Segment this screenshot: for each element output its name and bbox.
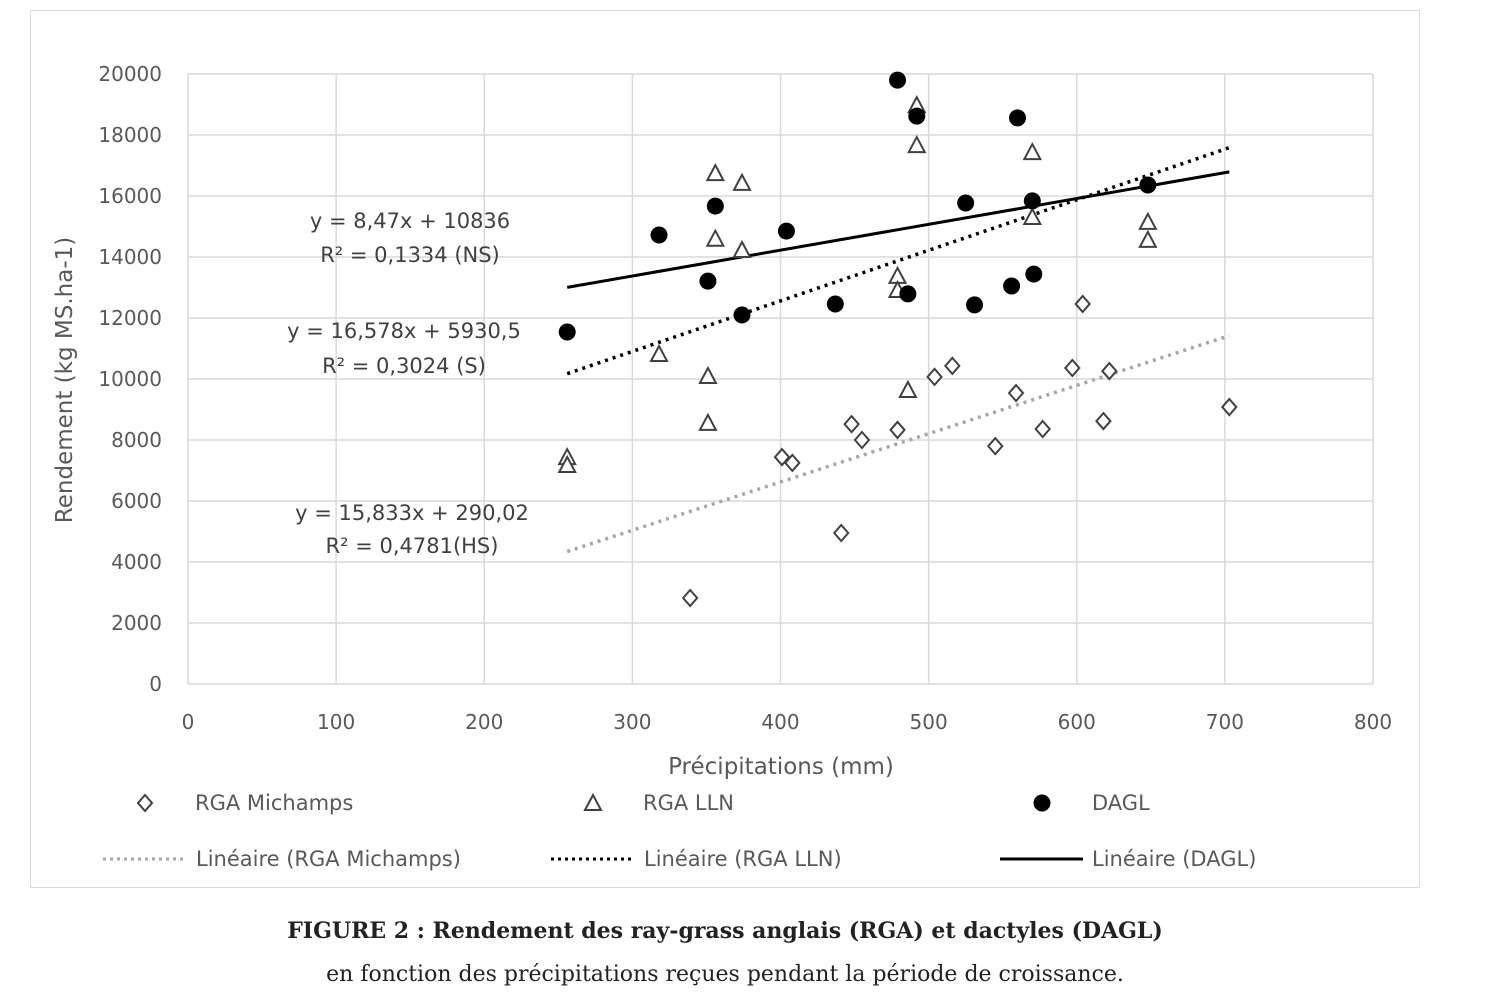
rga-michamps-point	[1034, 419, 1052, 439]
rga-michamps-point	[853, 430, 871, 450]
x-tick-label: 800	[1354, 710, 1392, 734]
rga-michamps-point	[986, 436, 1004, 456]
rga-michamps-point	[1101, 361, 1118, 381]
rga-michamps-point	[843, 414, 860, 434]
y-tick-label: 8000	[111, 428, 162, 452]
trendline-equation: y = 8,47x + 10836	[310, 209, 510, 233]
trendline-r2: R² = 0,3024 (S)	[322, 354, 486, 378]
rga-lln-point	[698, 365, 718, 384]
dagl-point	[699, 272, 717, 290]
trendline-0	[566, 334, 1230, 554]
dagl-point	[1033, 794, 1051, 812]
rga-lln-point	[649, 343, 669, 362]
x-tick-label: 300	[613, 710, 651, 734]
chart-frame	[30, 10, 1420, 888]
dagl-point	[1139, 176, 1157, 194]
trendline-r2: R² = 0,1334 (NS)	[320, 243, 500, 267]
y-axis-label: Rendement (kg MS.ha-1)	[52, 237, 78, 523]
x-tick-label: 0	[182, 710, 195, 734]
trendline-equation: y = 15,833x + 290,02	[295, 501, 529, 525]
y-tick-label: 12000	[98, 306, 162, 330]
rga-lln-point	[1022, 141, 1042, 161]
rga-michamps-point	[1063, 358, 1081, 378]
y-tick-label: 18000	[98, 123, 162, 147]
legend-label: Linéaire (RGA LLN)	[644, 847, 842, 871]
x-tick-label: 600	[1058, 710, 1096, 734]
rga-lln-point	[705, 228, 725, 247]
dagl-point	[957, 194, 975, 212]
rga-michamps-point	[926, 367, 943, 387]
x-axis-label: Précipitations (mm)	[668, 754, 894, 780]
legend-label: Linéaire (RGA Michamps)	[196, 847, 461, 871]
dagl-point	[966, 296, 984, 314]
dagl-point	[1003, 277, 1021, 295]
y-tick-label: 0	[149, 672, 162, 696]
y-tick-label: 16000	[98, 184, 162, 208]
x-tick-label: 500	[910, 710, 948, 734]
rga-lln-point	[898, 379, 918, 398]
rga-lln-point	[1138, 211, 1158, 230]
y-tick-label: 6000	[111, 489, 162, 513]
rga-michamps-point	[1074, 294, 1092, 314]
rga-michamps-point	[832, 523, 850, 543]
y-tick-label: 14000	[98, 245, 162, 269]
dagl-point	[777, 222, 795, 240]
dagl-point	[706, 197, 724, 215]
rga-lln-point	[907, 134, 927, 154]
rga-michamps-point	[889, 420, 906, 440]
legend-label: Linéaire (DAGL)	[1092, 847, 1256, 871]
figure-caption-line1: FIGURE 2 : Rendement des ray-grass angla…	[287, 918, 1163, 944]
rga-lln-point	[1022, 206, 1042, 226]
x-tick-label: 200	[465, 710, 503, 734]
legend-label: DAGL	[1092, 791, 1150, 815]
rga-michamps-point	[943, 356, 961, 376]
dagl-point	[558, 323, 576, 341]
x-tick-label: 700	[1206, 710, 1244, 734]
y-tick-label: 20000	[98, 62, 162, 86]
rga-michamps-point	[784, 453, 801, 473]
rga-lln-point	[1138, 229, 1158, 248]
dagl-point	[889, 71, 907, 89]
trendline-r2: R² = 0,4781(HS)	[326, 534, 499, 558]
rga-michamps-point	[1220, 397, 1238, 417]
rga-lln-point	[583, 792, 603, 811]
figure-caption-line2: en fonction des précipitations reçues pe…	[326, 962, 1124, 987]
y-tick-label: 4000	[111, 550, 162, 574]
rga-michamps-point	[1095, 411, 1112, 431]
x-tick-label: 100	[317, 710, 355, 734]
dagl-point	[1023, 192, 1041, 210]
rga-michamps-point	[681, 588, 699, 608]
rga-michamps-point	[136, 793, 154, 813]
y-tick-label: 2000	[111, 611, 162, 635]
rga-lln-point	[698, 412, 718, 431]
rga-michamps-point	[773, 447, 791, 467]
rga-lln-point	[705, 163, 725, 182]
dagl-point	[650, 226, 668, 244]
trendline-2	[566, 170, 1230, 289]
dagl-point	[908, 107, 926, 125]
rga-lln-point	[557, 454, 577, 474]
legend-label: RGA Michamps	[195, 791, 353, 815]
legend-label: RGA LLN	[643, 791, 734, 815]
x-tick-label: 400	[761, 710, 799, 734]
trendline-1	[566, 146, 1230, 376]
dagl-point	[1025, 265, 1043, 283]
y-tick-label: 10000	[98, 367, 162, 391]
rga-lln-point	[732, 172, 752, 191]
rga-michamps-point	[1007, 383, 1025, 403]
dagl-point	[899, 285, 917, 303]
rga-lln-point	[732, 239, 752, 258]
dagl-point	[1009, 109, 1026, 127]
trendline-equation: y = 16,578x + 5930,5	[287, 319, 521, 343]
dagl-point	[733, 306, 751, 324]
dagl-point	[826, 295, 844, 313]
